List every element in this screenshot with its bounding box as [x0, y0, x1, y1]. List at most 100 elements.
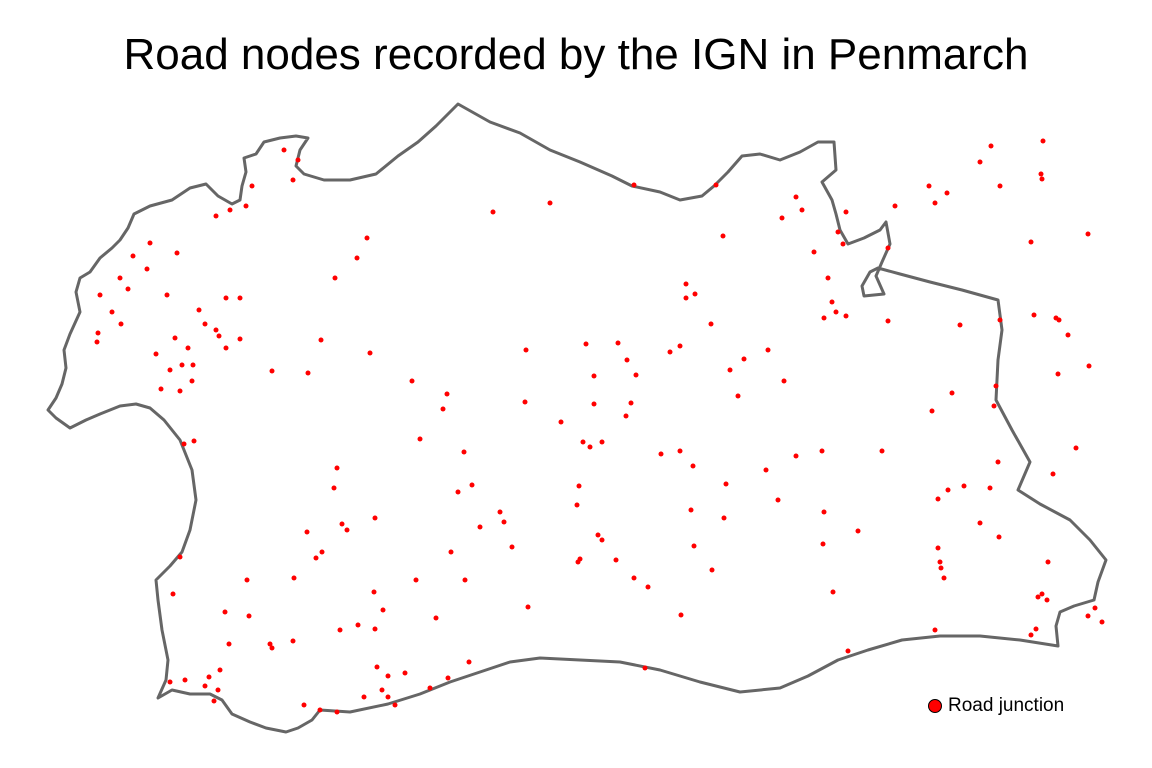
road-junction-node [196, 307, 202, 313]
road-junction-node [1085, 231, 1091, 237]
road-junction-node [599, 439, 605, 445]
road-junction-node [1099, 619, 1105, 625]
road-junction-node [318, 337, 324, 343]
road-junction-node [677, 448, 683, 454]
road-junction-node [206, 674, 212, 680]
road-junction-node [678, 612, 684, 618]
road-junction-node [344, 527, 350, 533]
road-junction-node [793, 194, 799, 200]
road-junction-node [215, 687, 221, 693]
road-junction-node [835, 229, 841, 235]
road-junction-node [708, 321, 714, 327]
road-junction-node [741, 356, 747, 362]
road-junction-node [845, 648, 851, 654]
road-junction-node [433, 615, 439, 621]
road-junction-node [642, 665, 648, 671]
road-junction-node [843, 209, 849, 215]
road-junction-node [413, 577, 419, 583]
road-junction-node [691, 543, 697, 549]
road-junction-node [223, 345, 229, 351]
road-junction-node [304, 529, 310, 535]
road-junction-node [1092, 605, 1098, 611]
road-junction-node [246, 613, 252, 619]
road-junction-node [361, 694, 367, 700]
road-junction-node [941, 575, 947, 581]
road-junction-node [213, 213, 219, 219]
road-junction-node [469, 482, 475, 488]
road-junction-node [727, 367, 733, 373]
road-junction-node [987, 485, 993, 491]
road-junction-node [558, 419, 564, 425]
road-junction-node [374, 664, 380, 670]
road-junction-node [1050, 471, 1056, 477]
road-junction-node [223, 295, 229, 301]
road-junction-node [667, 349, 673, 355]
road-junction-node [576, 483, 582, 489]
road-junction-node [591, 373, 597, 379]
road-junction-node [692, 291, 698, 297]
road-junction-node [147, 240, 153, 246]
road-junction-node [211, 698, 217, 704]
road-junction-node [130, 253, 136, 259]
road-junction-node [1035, 594, 1041, 600]
road-junction-node [735, 393, 741, 399]
road-junction-node [185, 345, 191, 351]
road-junction-node [385, 694, 391, 700]
road-junction-node [290, 638, 296, 644]
road-junction-node [448, 549, 454, 555]
road-junction-node [237, 336, 243, 342]
road-junction-node [683, 295, 689, 301]
road-junction-node [820, 541, 826, 547]
road-junction-node [988, 143, 994, 149]
road-junction-node [977, 159, 983, 165]
road-junction-node [688, 507, 694, 513]
road-junction-node [440, 406, 446, 412]
road-junction-node [167, 679, 173, 685]
road-junction-node [1040, 138, 1046, 144]
road-junction-node [997, 317, 1003, 323]
road-junction-node [216, 333, 222, 339]
road-junction-node [455, 489, 461, 495]
road-junction-node [167, 367, 173, 373]
road-junction-node [144, 266, 150, 272]
road-junction-node [213, 327, 219, 333]
road-junction-node [843, 313, 849, 319]
road-junction-node [781, 378, 787, 384]
road-junction-node [935, 496, 941, 502]
road-junction-node [779, 215, 785, 221]
road-junction-node [249, 183, 255, 189]
road-junction-node [372, 626, 378, 632]
road-junction-node [825, 275, 831, 281]
road-junction-node [932, 200, 938, 206]
road-junction-node [819, 448, 825, 454]
road-junction-node [97, 292, 103, 298]
road-junction-node [290, 177, 296, 183]
road-junction-node [1055, 371, 1061, 377]
road-junction-node [177, 388, 183, 394]
road-node-layer [94, 138, 1105, 715]
road-junction-node [339, 521, 345, 527]
road-junction-node [158, 386, 164, 392]
road-junction-node [109, 309, 115, 315]
legend-swatch-icon [928, 699, 942, 713]
road-junction-node [631, 575, 637, 581]
road-junction-node [477, 524, 483, 530]
road-junction-node [575, 559, 581, 565]
road-junction-node [172, 335, 178, 341]
road-junction-node [879, 448, 885, 454]
road-junction-node [631, 182, 637, 188]
road-junction-node [633, 372, 639, 378]
road-junction-node [690, 463, 696, 469]
road-junction-node [380, 607, 386, 613]
road-junction-node [821, 315, 827, 321]
road-junction-node [295, 157, 301, 163]
road-junction-node [821, 509, 827, 515]
road-junction-node [1044, 597, 1050, 603]
road-junction-node [840, 241, 846, 247]
road-junction-node [177, 554, 183, 560]
road-junction-node [509, 544, 515, 550]
road-junction-node [94, 339, 100, 345]
road-junction-node [885, 318, 891, 324]
road-junction-node [944, 190, 950, 196]
